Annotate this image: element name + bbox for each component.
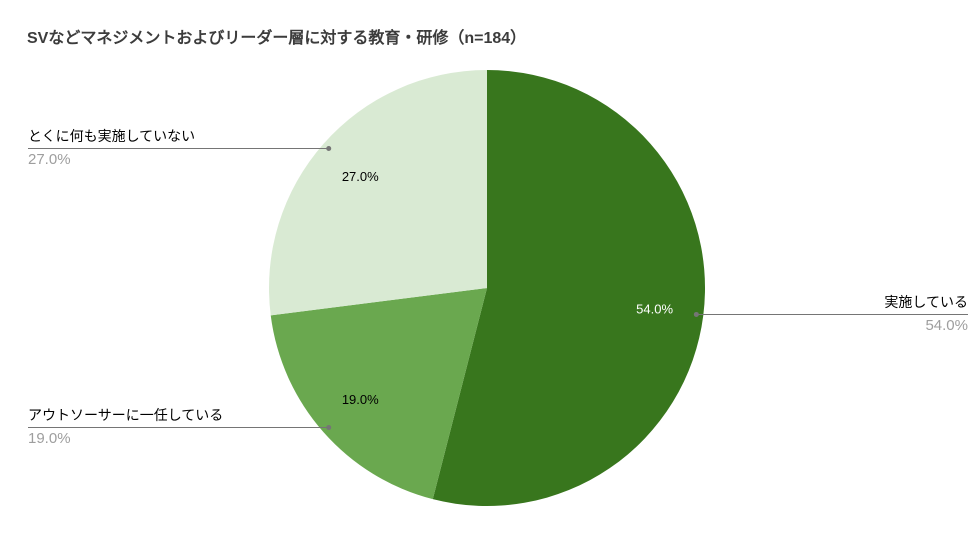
chart-title: SVなどマネジメントおよびリーダー層に対する教育・研修（n=184）: [27, 30, 527, 47]
pie-slice-1: [270, 288, 487, 500]
pie-data-label-0: 54.0%: [636, 302, 673, 317]
callout-implementing: 実施している 54.0%: [884, 293, 968, 335]
slice-percent-implementing: 54.0%: [925, 317, 968, 334]
leader-dot-1: [326, 425, 332, 431]
slice-label-none: とくに何も実施していない: [28, 128, 196, 144]
pie-slice-2: [269, 70, 487, 316]
slice-percent-outsourcer: 19.0%: [28, 430, 71, 447]
slice-percent-none: 27.0%: [28, 151, 71, 168]
slice-label-implementing: 実施している: [884, 294, 968, 310]
callout-none: とくに何も実施していない 27.0%: [28, 127, 195, 169]
leader-dot-0: [693, 311, 699, 317]
slice-label-outsourcer: アウトソーサーに一任している: [28, 407, 224, 423]
pie-data-label-2: 27.0%: [342, 169, 379, 184]
pie-data-label-1: 19.0%: [342, 392, 379, 407]
pie-slice-0: [432, 70, 706, 506]
callout-outsourcer: アウトソーサーに一任している 19.0%: [28, 406, 223, 448]
leader-dot-2: [326, 145, 332, 151]
